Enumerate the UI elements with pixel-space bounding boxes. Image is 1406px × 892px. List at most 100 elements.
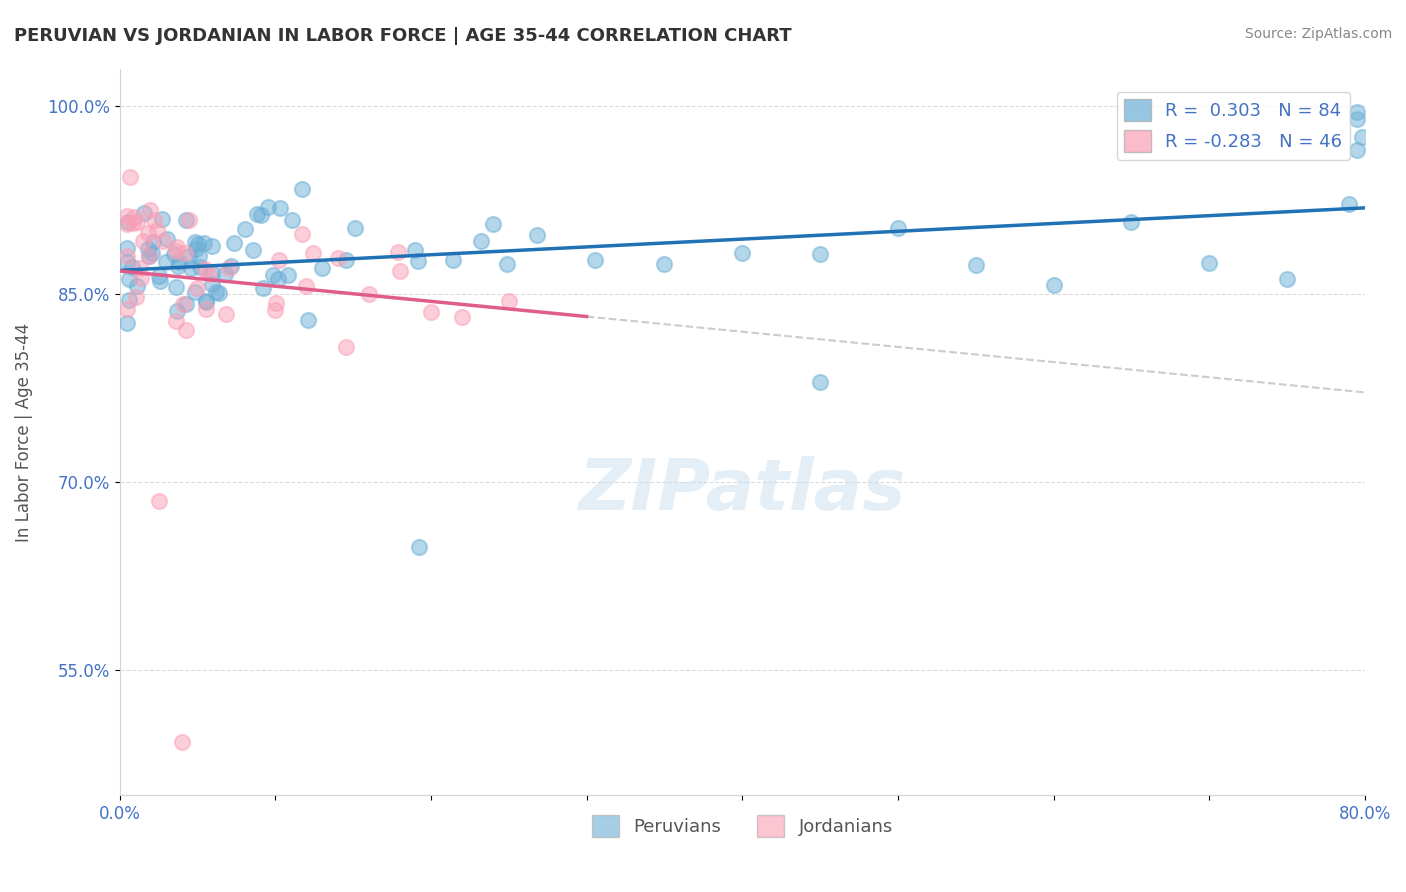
- Point: [117, 209, 139, 223]
- Point: [134, 206, 156, 220]
- Point: [269, 201, 291, 215]
- Point: [526, 227, 548, 242]
- Point: [250, 208, 273, 222]
- Point: [155, 255, 177, 269]
- Point: [263, 268, 285, 282]
- Point: [197, 267, 219, 281]
- Point: [1121, 215, 1143, 229]
- Point: [218, 261, 240, 276]
- Point: [343, 220, 366, 235]
- Point: [118, 170, 141, 185]
- Point: [264, 296, 287, 310]
- Point: [165, 279, 187, 293]
- Point: [1346, 143, 1368, 157]
- Point: [194, 262, 217, 277]
- Point: [583, 252, 606, 267]
- Point: [1275, 272, 1298, 286]
- Point: [1346, 112, 1368, 126]
- Point: [193, 236, 215, 251]
- Point: [121, 260, 143, 274]
- Point: [148, 494, 170, 508]
- Point: [808, 375, 831, 389]
- Point: [451, 310, 474, 324]
- Point: [174, 213, 197, 227]
- Point: [406, 254, 429, 268]
- Point: [117, 215, 139, 229]
- Point: [180, 260, 202, 275]
- Point: [118, 293, 141, 308]
- Point: [169, 255, 191, 269]
- Point: [117, 255, 139, 269]
- Point: [297, 312, 319, 326]
- Point: [165, 314, 187, 328]
- Text: Source: ZipAtlas.com: Source: ZipAtlas.com: [1244, 27, 1392, 41]
- Point: [302, 246, 325, 260]
- Point: [125, 290, 148, 304]
- Point: [808, 247, 831, 261]
- Point: [172, 297, 194, 311]
- Point: [965, 258, 987, 272]
- Point: [138, 249, 160, 263]
- Point: [335, 340, 357, 354]
- Point: [136, 226, 159, 240]
- Point: [187, 236, 209, 251]
- Point: [127, 215, 149, 229]
- Point: [277, 268, 299, 282]
- Point: [195, 301, 218, 316]
- Point: [267, 253, 290, 268]
- Point: [326, 251, 349, 265]
- Point: [1350, 130, 1372, 145]
- Point: [138, 249, 160, 263]
- Point: [117, 217, 139, 231]
- Point: [233, 222, 256, 236]
- Point: [143, 213, 166, 227]
- Y-axis label: In Labor Force | Age 35-44: In Labor Force | Age 35-44: [15, 322, 32, 541]
- Point: [731, 245, 754, 260]
- Point: [128, 260, 150, 275]
- Point: [148, 268, 170, 283]
- Point: [496, 257, 519, 271]
- Point: [176, 296, 198, 310]
- Point: [1346, 105, 1368, 120]
- Point: [498, 294, 520, 309]
- Point: [470, 234, 492, 248]
- Text: PERUVIAN VS JORDANIAN IN LABOR FORCE | AGE 35-44 CORRELATION CHART: PERUVIAN VS JORDANIAN IN LABOR FORCE | A…: [14, 27, 792, 45]
- Point: [246, 207, 269, 221]
- Point: [404, 244, 426, 258]
- Point: [654, 257, 676, 271]
- Point: [291, 182, 314, 196]
- Point: [184, 243, 207, 257]
- Point: [150, 212, 173, 227]
- Point: [163, 247, 186, 261]
- Point: [146, 223, 169, 237]
- Point: [1042, 278, 1064, 293]
- Point: [177, 249, 200, 263]
- Point: [131, 234, 153, 248]
- Point: [117, 301, 139, 316]
- Point: [138, 202, 160, 217]
- Point: [155, 232, 177, 246]
- Point: [118, 272, 141, 286]
- Point: [149, 274, 172, 288]
- Point: [174, 323, 197, 337]
- Point: [186, 280, 208, 294]
- Point: [183, 235, 205, 249]
- Point: [264, 303, 287, 318]
- Point: [257, 200, 280, 214]
- Point: [188, 249, 211, 263]
- Point: [170, 734, 193, 748]
- Point: [242, 243, 264, 257]
- Point: [142, 235, 165, 249]
- Point: [190, 260, 212, 274]
- Point: [221, 259, 243, 273]
- Point: [408, 541, 430, 555]
- Point: [127, 278, 149, 293]
- Point: [194, 294, 217, 309]
- Point: [122, 210, 145, 224]
- Point: [388, 263, 411, 277]
- Point: [166, 303, 188, 318]
- Point: [214, 267, 236, 281]
- Point: [419, 305, 441, 319]
- Legend: Peruvians, Jordanians: Peruvians, Jordanians: [585, 808, 900, 845]
- Point: [357, 286, 380, 301]
